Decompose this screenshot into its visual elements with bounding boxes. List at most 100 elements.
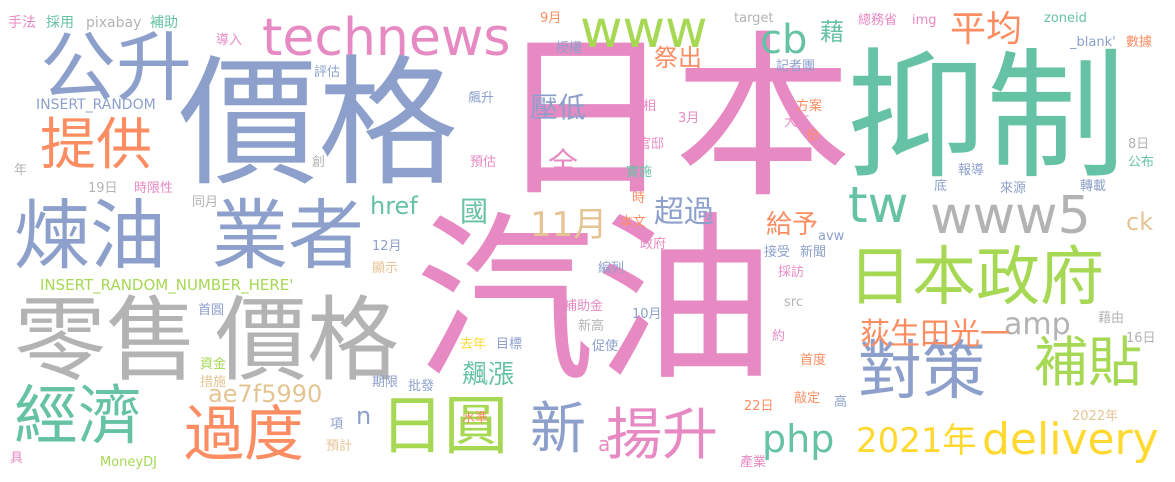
word-quan: 全	[548, 147, 578, 182]
word-zhuanzai: 轉載	[1080, 179, 1107, 194]
word-22ri: 22日	[744, 399, 774, 414]
word-jizhetuan: 記者團	[776, 59, 816, 74]
word-fen: 份	[803, 128, 818, 141]
word-shishi: 實施	[626, 165, 653, 180]
word-shoudu: 首度	[800, 353, 827, 368]
word-riyuan: 日圓	[380, 390, 508, 464]
word-12yue: 12月	[372, 239, 402, 254]
word-xin: 新	[530, 397, 586, 462]
word-riben-zhengfu: 日本政府	[848, 241, 1104, 315]
word-pixabay: pixabay	[86, 15, 142, 31]
word-shoufa: 手法	[8, 15, 36, 31]
word-zongwusheng: 總務省	[858, 13, 898, 28]
word-chanye: 產業	[740, 455, 767, 470]
word-xianshi: 顯示	[372, 261, 399, 276]
word-lianyou: 煉油	[14, 191, 166, 280]
word-shuju: 數據	[1126, 35, 1153, 50]
word-jie: 藉	[820, 18, 844, 46]
word-guo: 國	[460, 195, 489, 228]
word-daoru: 導入	[216, 33, 243, 48]
word-qixian: 期限	[372, 375, 399, 390]
word-biaosheng: 飆升	[468, 91, 495, 106]
word-16ri: 16日	[1126, 331, 1156, 346]
word-yue: 約	[772, 329, 786, 344]
word-qunian: 去年	[460, 337, 487, 352]
word-shouxiang: 首相	[630, 99, 657, 114]
word-cb: cb	[760, 17, 808, 63]
word-fangan: 方案	[796, 99, 823, 114]
word-caifang: 採訪	[778, 265, 805, 280]
word-2021nian: 2021年	[856, 421, 977, 461]
word-8ri: 8日	[1128, 137, 1150, 152]
word-caiyong: 採用	[46, 15, 74, 31]
word-nian: 年	[14, 163, 28, 178]
word-mubiao: 目標	[496, 337, 523, 352]
word-yadi: 壓低	[530, 91, 587, 124]
word-delivery: delivery	[982, 414, 1159, 465]
word-shi: 時	[632, 191, 646, 206]
word-a: a	[598, 432, 611, 456]
word-butie: 補貼	[1034, 331, 1142, 394]
word-2022nian: 2022年	[1072, 409, 1119, 424]
word-jingji: 經濟	[14, 380, 142, 454]
word-yuji: 預計	[326, 439, 353, 454]
word-cuoshi: 措施	[200, 375, 227, 390]
word-blank: _blank'	[1070, 35, 1116, 50]
word-moneydj: MoneyDJ	[100, 455, 157, 470]
word-baodao: 報導	[958, 163, 985, 178]
word-target: target	[734, 11, 774, 26]
word-pingjun: 平均	[950, 9, 1023, 50]
word-jiyu: 給予	[766, 210, 819, 240]
word-www5: www5	[930, 186, 1091, 246]
word-n: n	[356, 402, 372, 430]
word-11yue: 11月	[530, 205, 608, 245]
word-jiage-1: 價格	[178, 43, 459, 206]
word-www: www	[580, 0, 708, 60]
word-insert-random-number-here: INSERT_RANDOM_NUMBER_HERE'	[40, 276, 294, 294]
word-img: img	[912, 13, 937, 28]
word-amp: amp	[1004, 307, 1071, 342]
word-avw: avw	[818, 229, 845, 244]
word-yugu: 預估	[470, 155, 497, 170]
word-ju: 具	[10, 451, 24, 466]
word-chaoguo: 超過	[654, 195, 714, 230]
word-jieyou: 藉由	[1098, 311, 1125, 326]
word-yangsheng: 揚升	[606, 403, 718, 468]
word-href: href	[370, 192, 418, 220]
word-3yue: 3月	[678, 111, 700, 126]
word-pinggu: 評估	[314, 65, 341, 80]
word-shouyuan: 首圓	[198, 303, 225, 318]
word-gao: 高	[834, 395, 848, 410]
word-gongbu: 公布	[1128, 155, 1155, 170]
word-shuizhun: 水準	[462, 411, 489, 426]
word-jieshou: 接受	[764, 245, 791, 260]
word-19ri: 19日	[88, 181, 118, 196]
word-jiage-2: 價格	[215, 287, 400, 394]
word-zoneid: zoneid	[1044, 11, 1087, 26]
word-insert-random: INSERT_RANDOM	[36, 97, 156, 113]
word-xinwen: 新聞	[800, 245, 827, 260]
word-zijin: 資金	[200, 357, 227, 372]
word-guandi: 官邸	[638, 137, 665, 152]
word-yizhi: 抑制	[846, 36, 1127, 199]
word-cushi: 促使	[592, 339, 619, 354]
word-shixianxing: 時限性	[134, 181, 174, 196]
word-bianlie: 編列	[598, 261, 625, 276]
word-zhengfu: 政府	[640, 237, 667, 252]
word-src: src	[784, 295, 803, 310]
word-laiyuan: 來源	[1000, 181, 1027, 196]
word-shouquan: 授權	[556, 41, 583, 56]
word-ck: ck	[1126, 208, 1154, 236]
word-benwen: 本文	[620, 215, 647, 230]
word-buzhujin: 補助金	[564, 299, 604, 314]
word-php: php	[762, 417, 835, 461]
word-qiaoding: 敲定	[794, 391, 821, 406]
word-ogyu: 荻生田光一	[860, 317, 1010, 352]
word-riben: 日本	[496, 15, 852, 222]
word-10yue: 10月	[632, 307, 662, 322]
word-xingao: 新高	[578, 319, 605, 334]
word-chuang: 創	[312, 155, 326, 170]
word-dachen: 大臣	[784, 115, 811, 130]
word-yezhe: 業者	[212, 191, 364, 280]
